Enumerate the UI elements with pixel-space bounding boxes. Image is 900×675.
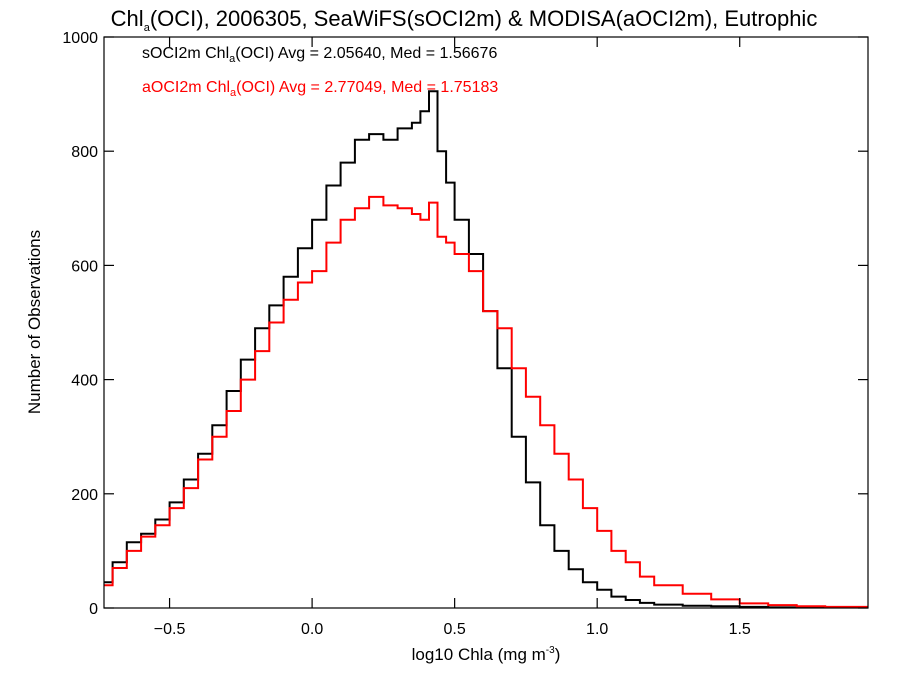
x-tick-label: 0.5 xyxy=(444,621,466,638)
ticks-layer: −0.5 0.0 0.5 1.0 1.5 0 200 400 600 800 1000 xyxy=(62,30,868,638)
x-tick-label: 1.0 xyxy=(586,621,608,638)
chart-title: Chla(OCI), 2006305, SeaWiFS(sOCI2m) & MO… xyxy=(111,6,818,34)
x-tick-label: 1.5 xyxy=(729,621,751,638)
y-tick-label: 800 xyxy=(71,144,98,161)
y-tick-label: 600 xyxy=(71,258,98,275)
y-tick-label: 400 xyxy=(71,373,98,390)
legend-entry-soci2m: sOCI2m Chla(OCI) Avg = 2.05640, Med = 1.… xyxy=(142,45,497,65)
y-tick-label: 1000 xyxy=(62,30,98,47)
x-tick-label: 0.0 xyxy=(301,621,323,638)
plot-frame xyxy=(103,36,869,609)
y-tick-label: 0 xyxy=(89,601,98,618)
y-axis-label: Number of Observations xyxy=(25,230,44,414)
x-axis-label: log10 Chla (mg m-3) xyxy=(412,645,561,664)
series-line-aoci2m xyxy=(104,195,868,608)
series-line-soci2m xyxy=(104,90,868,608)
x-tick-label: −0.5 xyxy=(154,621,186,638)
legend-entry-aoci2m: aOCI2m Chla(OCI) Avg = 2.77049, Med = 1.… xyxy=(142,79,498,99)
y-tick-label: 200 xyxy=(71,487,98,504)
series-layer xyxy=(104,90,868,608)
